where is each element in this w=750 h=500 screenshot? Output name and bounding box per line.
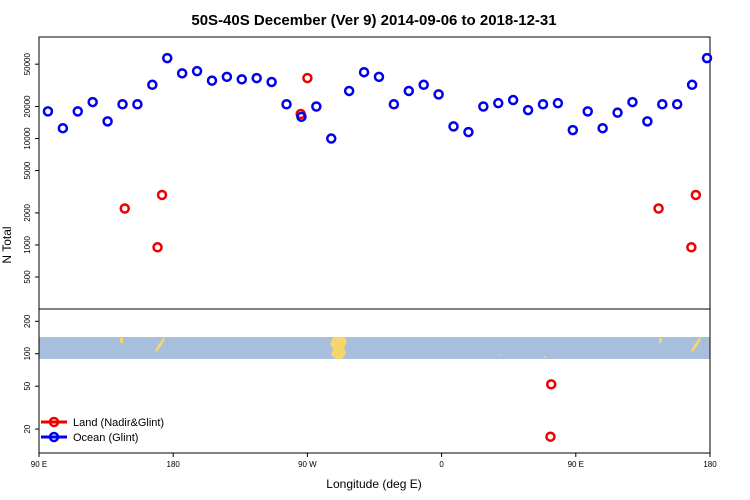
map-ocean-band xyxy=(39,337,710,359)
y-tick-label: 100 xyxy=(23,347,32,361)
data-point xyxy=(448,121,459,132)
data-point xyxy=(132,98,143,110)
data-point xyxy=(545,431,556,442)
data-point xyxy=(507,94,519,106)
data-point xyxy=(152,242,163,253)
axis-ticks: 90 E 180 90 W 0 90 E 180 500 1000 2000 5000 10000 2… xyxy=(23,52,717,469)
south-america-shape xyxy=(330,337,347,359)
data-point xyxy=(418,79,429,91)
legend-label-land: Land (Nadir&Glint) xyxy=(73,417,164,429)
x-tick-label: 180 xyxy=(703,460,717,469)
data-point xyxy=(690,189,702,201)
data-point xyxy=(478,101,489,112)
legend-item-land: Land (Nadir&Glint) xyxy=(41,416,164,429)
data-point xyxy=(403,85,415,97)
x-tick-label: 180 xyxy=(167,460,181,469)
data-point xyxy=(87,96,98,108)
data-point xyxy=(296,111,307,123)
data-point xyxy=(57,122,69,134)
y-tick-label: 20 xyxy=(23,424,32,433)
data-point xyxy=(147,79,158,91)
data-point xyxy=(102,116,113,127)
legend-label-ocean: Ocean (Glint) xyxy=(73,432,138,444)
legend-marker-land xyxy=(48,416,60,428)
data-point xyxy=(582,106,593,117)
legend-item-ocean: Ocean (Glint) xyxy=(41,431,138,444)
data-point xyxy=(236,74,248,85)
data-point xyxy=(522,104,534,116)
new-zealand-shape xyxy=(155,337,165,352)
data-point xyxy=(117,98,128,110)
data-point xyxy=(221,71,233,83)
legend: Land (Nadir&Glint) Ocean (Glint) xyxy=(41,416,164,444)
data-point xyxy=(42,106,54,117)
map-land-features xyxy=(120,337,701,359)
x-tick-label: 90 W xyxy=(298,460,317,469)
y-tick-label: 10000 xyxy=(23,127,32,150)
data-point xyxy=(567,124,579,136)
data-point xyxy=(161,52,173,64)
lower-panel-frame xyxy=(38,308,711,454)
data-point xyxy=(463,126,474,138)
tasmania-shape xyxy=(659,338,662,343)
data-point xyxy=(311,101,322,112)
x-tick-label: 0 xyxy=(439,460,444,469)
data-point xyxy=(627,96,638,108)
data-point xyxy=(302,72,313,84)
data-point xyxy=(493,97,504,109)
tasmania-shape xyxy=(120,338,123,343)
data-point xyxy=(612,107,623,118)
x-tick-label: 90 E xyxy=(568,460,584,469)
x-tick-label: 90 E xyxy=(31,460,47,469)
island-shape xyxy=(498,354,500,356)
data-point xyxy=(326,133,337,144)
data-point xyxy=(266,76,277,88)
y-tick-label: 2000 xyxy=(23,203,32,221)
y-tick-label: 500 xyxy=(23,270,32,284)
data-point xyxy=(119,203,130,214)
y-tick-label: 200 xyxy=(23,314,32,328)
data-point xyxy=(72,106,84,117)
map-strip xyxy=(39,337,710,359)
data-point xyxy=(537,98,549,110)
data-points xyxy=(42,52,713,442)
data-point xyxy=(358,66,370,78)
data-point xyxy=(206,75,218,86)
data-point xyxy=(686,242,697,253)
y-axis-label: N Total xyxy=(0,226,14,263)
y-tick-label: 1000 xyxy=(23,235,32,253)
data-point xyxy=(281,98,292,110)
data-point xyxy=(701,52,713,64)
data-point xyxy=(343,85,355,97)
data-point xyxy=(642,116,653,127)
island-shape xyxy=(544,356,546,358)
data-point xyxy=(388,98,400,110)
data-point xyxy=(251,72,262,84)
data-point xyxy=(552,97,564,109)
data-point xyxy=(657,98,668,110)
data-point xyxy=(653,203,664,214)
y-tick-label: 50000 xyxy=(23,52,32,75)
y-tick-label: 50 xyxy=(23,381,32,390)
y-tick-label: 5000 xyxy=(23,161,32,179)
data-point xyxy=(686,79,698,91)
plot-frames xyxy=(38,36,711,454)
data-point xyxy=(191,65,203,77)
data-point xyxy=(433,89,444,100)
legend-marker-ocean xyxy=(48,431,60,443)
data-point xyxy=(156,189,168,201)
y-tick-label: 20000 xyxy=(23,95,32,118)
chart-title: 50S-40S December (Ver 9) 2014-09-06 to 2… xyxy=(191,12,556,29)
data-point xyxy=(597,122,608,134)
data-point xyxy=(373,71,385,83)
x-axis-label: Longitude (deg E) xyxy=(326,477,421,491)
data-point xyxy=(671,98,683,110)
new-zealand-shape xyxy=(691,337,701,352)
data-point xyxy=(176,68,188,79)
data-point xyxy=(545,379,557,390)
